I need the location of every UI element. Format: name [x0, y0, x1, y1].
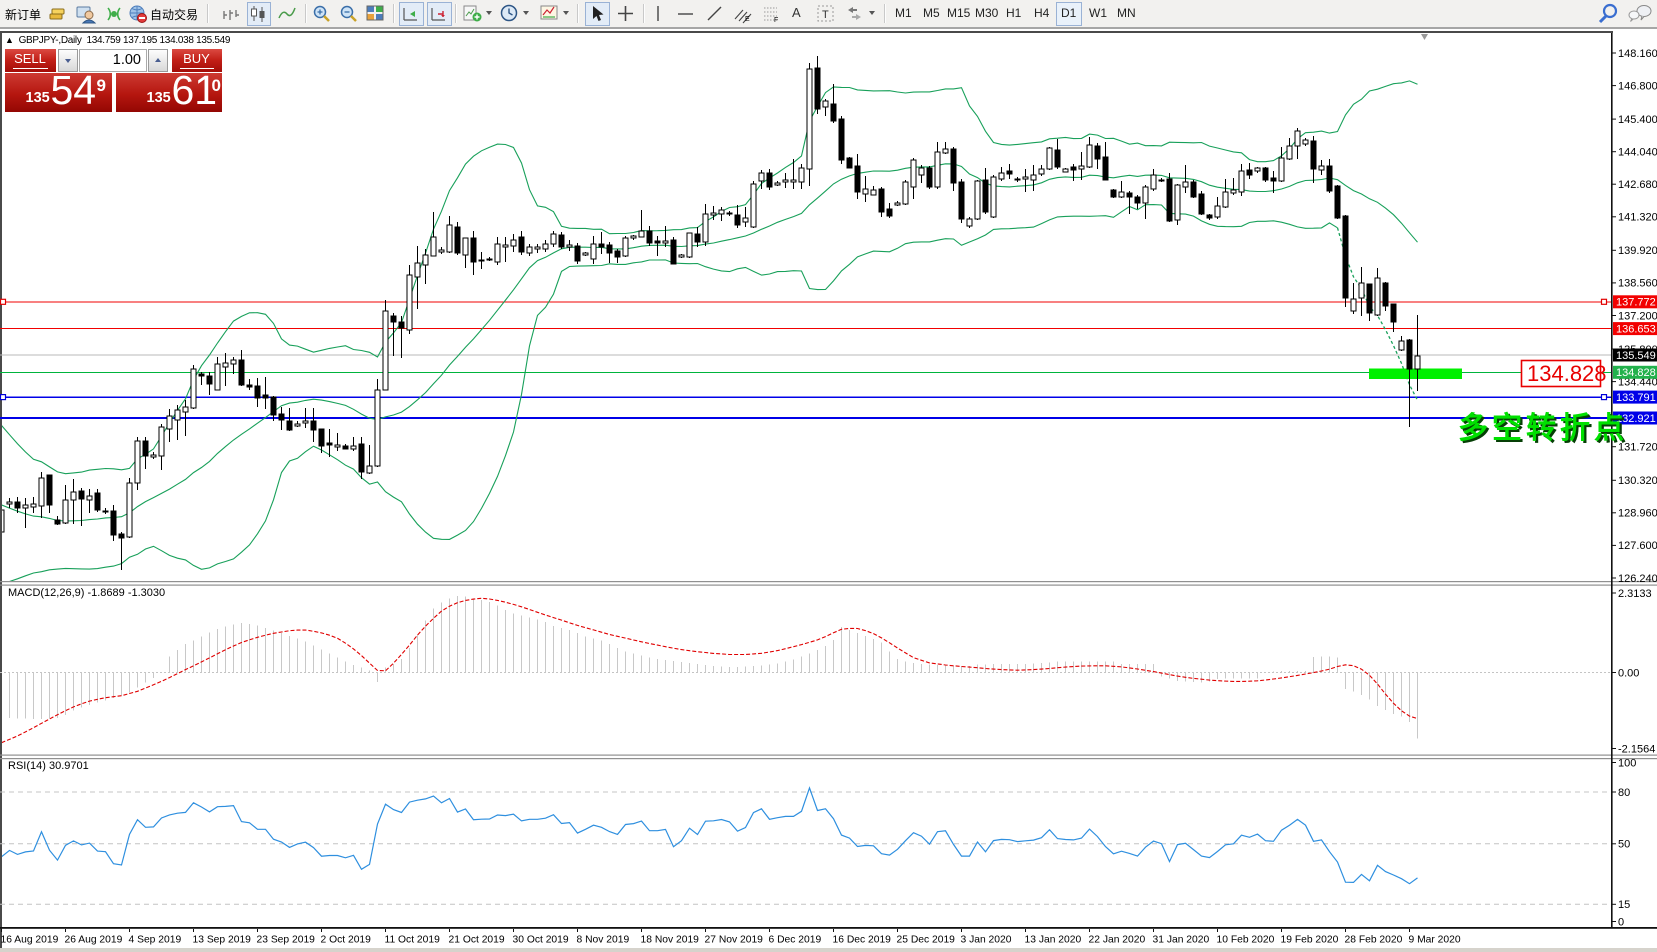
svg-text:19 Feb 2020: 19 Feb 2020 — [1281, 935, 1339, 946]
svg-text:148.160: 148.160 — [1618, 48, 1657, 60]
svg-text:T: T — [822, 9, 829, 21]
svg-text:132.921: 132.921 — [1616, 413, 1656, 425]
svg-text:131.720: 131.720 — [1618, 442, 1657, 454]
svg-text:144.040: 144.040 — [1618, 147, 1657, 159]
svg-text:0: 0 — [1618, 916, 1624, 928]
svg-text:127.600: 127.600 — [1618, 540, 1657, 552]
svg-text:4 Sep 2019: 4 Sep 2019 — [129, 935, 182, 946]
svg-text:130.320: 130.320 — [1618, 475, 1657, 487]
svg-text:11 Oct 2019: 11 Oct 2019 — [385, 935, 441, 946]
svg-text:137.200: 137.200 — [1618, 310, 1657, 322]
svg-text:6 Dec 2019: 6 Dec 2019 — [769, 935, 822, 946]
svg-text:2.3133: 2.3133 — [1618, 588, 1652, 600]
svg-text:13 Jan 2020: 13 Jan 2020 — [1025, 935, 1082, 946]
svg-text:RSI(14) 30.9701: RSI(14) 30.9701 — [8, 760, 89, 772]
svg-text:134.440: 134.440 — [1618, 376, 1657, 388]
svg-text:8 Nov 2019: 8 Nov 2019 — [577, 935, 630, 946]
svg-text:134.828: 134.828 — [1527, 361, 1607, 386]
svg-text:135.549: 135.549 — [1616, 350, 1656, 362]
svg-text:50: 50 — [1618, 839, 1630, 851]
svg-text:133.791: 133.791 — [1616, 392, 1656, 404]
svg-text:136.653: 136.653 — [1616, 323, 1656, 335]
svg-text:138.560: 138.560 — [1618, 278, 1657, 290]
svg-text:15: 15 — [1618, 899, 1630, 911]
svg-text:30 Oct 2019: 30 Oct 2019 — [513, 935, 569, 946]
svg-text:126.240: 126.240 — [1618, 573, 1657, 585]
svg-text:146.800: 146.800 — [1618, 80, 1657, 92]
svg-text:F: F — [774, 17, 778, 24]
svg-text:22 Jan 2020: 22 Jan 2020 — [1089, 935, 1146, 946]
svg-text:13 Sep 2019: 13 Sep 2019 — [193, 935, 252, 946]
svg-text:137.772: 137.772 — [1616, 297, 1656, 309]
svg-text:25 Dec 2019: 25 Dec 2019 — [897, 935, 956, 946]
svg-text:80: 80 — [1618, 787, 1630, 799]
svg-text:0.00: 0.00 — [1618, 667, 1639, 679]
svg-text:3 Jan 2020: 3 Jan 2020 — [961, 935, 1012, 946]
svg-text:145.400: 145.400 — [1618, 114, 1657, 126]
svg-text:31 Jan 2020: 31 Jan 2020 — [1153, 935, 1210, 946]
svg-text:27 Nov 2019: 27 Nov 2019 — [705, 935, 764, 946]
svg-text:21 Oct 2019: 21 Oct 2019 — [449, 935, 505, 946]
svg-text:-2.1564: -2.1564 — [1618, 743, 1655, 755]
svg-text:2 Oct 2019: 2 Oct 2019 — [321, 935, 372, 946]
svg-text:139.920: 139.920 — [1618, 245, 1657, 257]
svg-text:142.680: 142.680 — [1618, 179, 1657, 191]
svg-text:MACD(12,26,9) -1.8689 -1.3030: MACD(12,26,9) -1.8689 -1.3030 — [8, 587, 165, 599]
svg-text:26 Aug 2019: 26 Aug 2019 — [65, 935, 123, 946]
svg-text:E: E — [745, 16, 750, 23]
svg-text:18 Nov 2019: 18 Nov 2019 — [641, 935, 700, 946]
svg-text:28 Feb 2020: 28 Feb 2020 — [1345, 935, 1403, 946]
svg-text:128.960: 128.960 — [1618, 508, 1657, 520]
svg-text:141.320: 141.320 — [1618, 212, 1657, 224]
svg-text:10 Feb 2020: 10 Feb 2020 — [1217, 935, 1275, 946]
svg-text:9 Mar 2020: 9 Mar 2020 — [1409, 935, 1461, 946]
svg-text:23 Sep 2019: 23 Sep 2019 — [257, 935, 316, 946]
svg-text:16 Aug 2019: 16 Aug 2019 — [1, 935, 59, 946]
svg-text:16 Dec 2019: 16 Dec 2019 — [833, 935, 892, 946]
svg-text:100: 100 — [1618, 757, 1636, 769]
svg-text:134.828: 134.828 — [1616, 367, 1656, 379]
